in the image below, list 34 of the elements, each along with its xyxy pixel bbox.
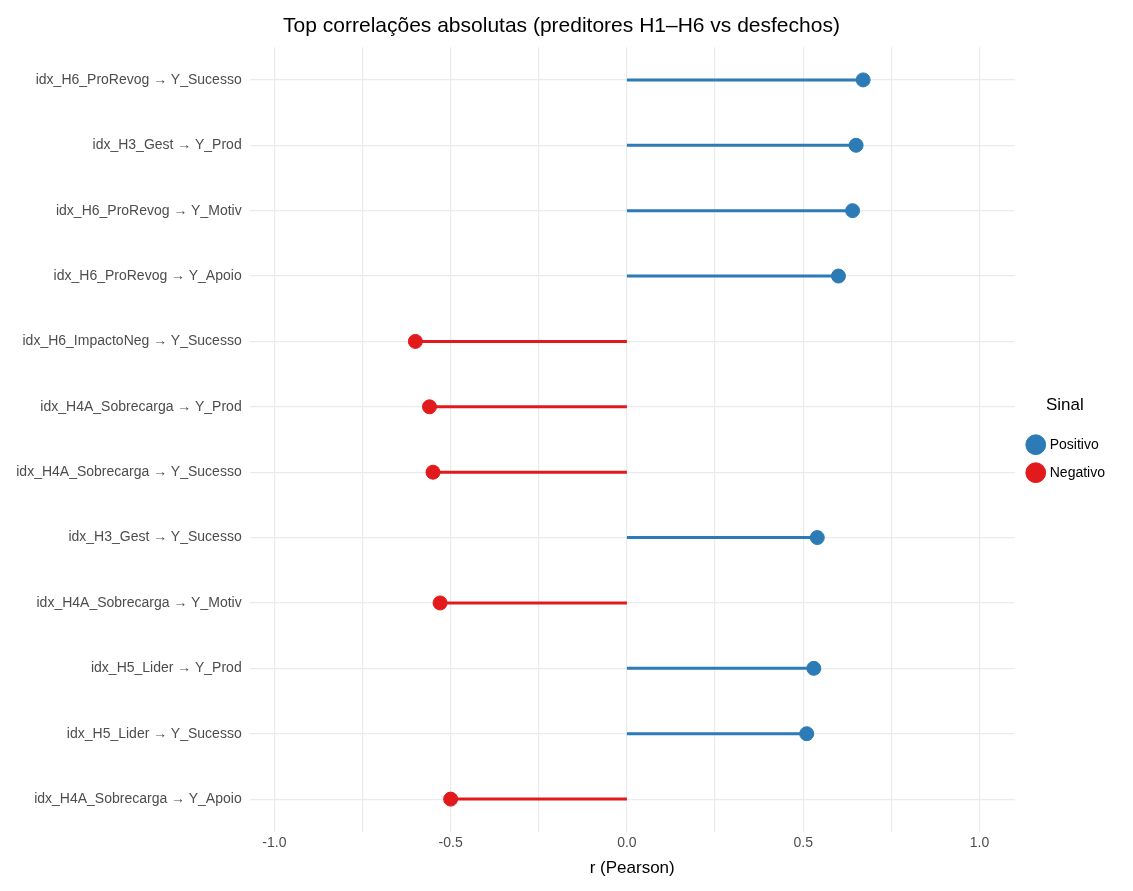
y-tick-label: idx_H6_ProRevog → Y_Sucesso [35,70,242,87]
point [806,660,822,676]
y-tick-label: idx_H3_Gest → Y_Sucesso [68,528,242,545]
y-tick-label: idx_H3_Gest → Y_Prod [92,136,242,153]
x-tick-label: -0.5 [438,834,463,851]
x-tick-label: 1.0 [969,834,990,851]
legend-title: Sinal [1045,395,1084,415]
y-tick-label: idx_H6_ProRevog → Y_Motiv [55,201,242,218]
y-tick-label: idx_H6_ProRevog → Y_Apoio [53,266,242,283]
y-tick-label: idx_H5_Lider → Y_Prod [90,659,242,676]
x-tick-label: 0.0 [617,834,637,851]
point [425,464,441,480]
y-tick-label: idx_H4A_Sobrecarga → Y_Apoio [34,789,242,806]
legend-label: Negativo [1049,463,1106,480]
y-tick-label: idx_H5_Lider → Y_Sucesso [66,724,242,741]
point [799,726,815,742]
legend-label: Positivo [1049,435,1099,452]
point [845,203,861,219]
y-tick-label: idx_H4A_Sobrecarga → Y_Prod [40,397,242,414]
point [432,595,448,611]
point [848,137,864,153]
point [855,72,871,88]
x-tick-label: 0.5 [793,834,814,851]
y-tick-label: idx_H4A_Sobrecarga → Y_Motiv [36,593,242,610]
point [421,399,437,415]
x-tick-label: -1.0 [262,834,287,851]
point [809,530,825,546]
y-tick-label: idx_H4A_Sobrecarga → Y_Sucesso [16,463,242,480]
point [830,268,846,284]
point [407,333,423,349]
chart-title: Top correlações absolutas (preditores H1–H6 vs desfechos) [283,13,840,37]
point [443,791,459,807]
y-tick-label: idx_H6_ImpactoNeg → Y_Sucesso [22,332,242,349]
x-axis-title: r (Pearson) [589,858,675,878]
